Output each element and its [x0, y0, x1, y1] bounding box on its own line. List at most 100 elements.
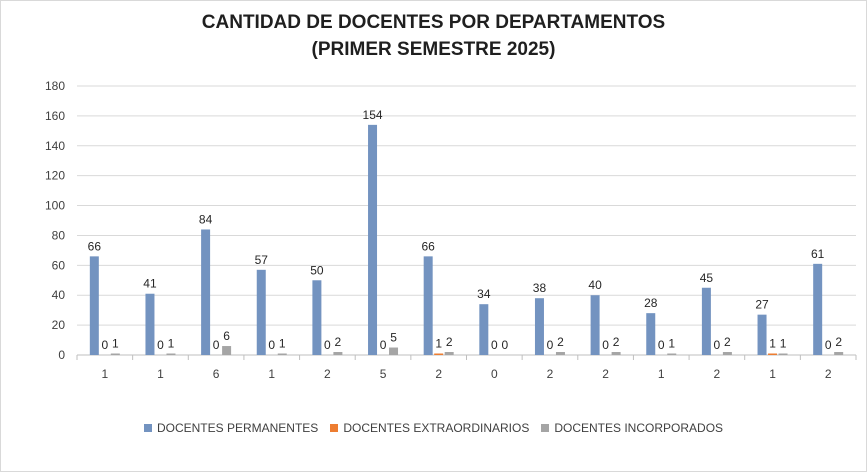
data-label: 2 — [613, 335, 620, 349]
bar — [277, 353, 287, 355]
data-label: 0 — [547, 338, 554, 352]
bar — [722, 352, 732, 355]
bar — [534, 298, 544, 355]
legend-swatch-incorporados — [541, 424, 550, 432]
data-label: 57 — [255, 253, 269, 267]
data-label: 0 — [101, 338, 108, 352]
bar — [201, 229, 211, 355]
data-label: 0 — [380, 338, 387, 352]
data-label: 2 — [446, 335, 453, 349]
data-label: 0 — [501, 338, 508, 352]
x-tick-label: 5 — [380, 367, 387, 381]
bar — [701, 287, 711, 355]
legend-item-extraordinarios: DOCENTES EXTRAORDINARIOS — [330, 421, 529, 435]
bar — [646, 313, 656, 355]
x-tick-label: 0 — [491, 367, 498, 381]
bar — [312, 280, 322, 355]
data-label: 2 — [557, 335, 564, 349]
data-label: 2 — [835, 335, 842, 349]
x-tick-label: 1 — [268, 367, 275, 381]
data-label: 84 — [199, 212, 213, 226]
y-tick-label: 0 — [58, 348, 65, 362]
legend-item-permanentes: DOCENTES PERMANENTES — [143, 421, 319, 435]
bar — [145, 293, 155, 355]
data-label: 41 — [143, 277, 157, 291]
data-label: 0 — [324, 338, 331, 352]
data-label: 0 — [268, 338, 275, 352]
bar — [368, 124, 378, 355]
data-label: 0 — [491, 338, 498, 352]
chart-title: CANTIDAD DE DOCENTES POR DEPARTAMENTOS (… — [1, 9, 866, 63]
bar — [555, 352, 565, 355]
bar — [434, 353, 444, 355]
chart-title-line-2: (PRIMER SEMESTRE 2025) — [311, 39, 556, 60]
x-tick-label: 6 — [213, 367, 220, 381]
data-label: 1 — [769, 337, 776, 351]
data-label: 1 — [435, 337, 442, 351]
data-label: 61 — [811, 247, 825, 261]
y-tick-label: 120 — [45, 169, 65, 183]
x-tick-label: 2 — [324, 367, 331, 381]
y-tick-label: 160 — [45, 109, 65, 123]
data-label: 1 — [279, 337, 286, 351]
data-label: 6 — [223, 329, 230, 343]
bar — [778, 353, 788, 355]
data-label: 66 — [88, 239, 102, 253]
bar — [768, 353, 778, 355]
bar — [667, 353, 677, 355]
data-label: 0 — [658, 338, 665, 352]
legend-label-permanentes: DOCENTES PERMANENTES — [156, 421, 319, 435]
y-tick-label: 180 — [45, 79, 65, 93]
bar — [444, 352, 454, 355]
data-label: 1 — [112, 337, 119, 351]
y-tick-label: 40 — [52, 288, 66, 302]
data-label: 2 — [335, 335, 342, 349]
y-tick-label: 80 — [52, 228, 66, 242]
data-label: 0 — [602, 338, 609, 352]
x-tick-label: 2 — [825, 367, 832, 381]
legend-swatch-extraordinarios — [330, 424, 339, 432]
data-label: 27 — [755, 298, 769, 312]
data-label: 40 — [588, 278, 602, 292]
x-tick-label: 1 — [101, 367, 108, 381]
data-label: 0 — [714, 338, 721, 352]
data-label: 0 — [825, 338, 832, 352]
legend-item-incorporados: DOCENTES INCORPORADOS — [541, 421, 723, 435]
x-tick-label: 1 — [157, 367, 164, 381]
x-tick-label: 1 — [658, 367, 665, 381]
x-tick-label: 2 — [547, 367, 554, 381]
bar — [89, 256, 99, 355]
bar — [166, 353, 176, 355]
x-tick-label: 2 — [714, 367, 721, 381]
y-tick-label: 140 — [45, 139, 65, 153]
data-label: 34 — [477, 287, 491, 301]
data-label: 50 — [310, 263, 324, 277]
bar — [834, 352, 844, 355]
data-label: 0 — [157, 338, 164, 352]
data-label: 0 — [213, 338, 220, 352]
bar — [256, 269, 266, 355]
legend-label-incorporados: DOCENTES INCORPORADOS — [554, 421, 724, 435]
data-label: 66 — [421, 239, 435, 253]
data-label: 28 — [644, 296, 658, 310]
data-label: 1 — [668, 337, 675, 351]
bar — [110, 353, 120, 355]
x-tick-label: 2 — [435, 367, 442, 381]
bar — [590, 295, 600, 355]
y-tick-label: 60 — [52, 258, 66, 272]
x-tick-label: 2 — [602, 367, 609, 381]
bar — [479, 304, 489, 355]
chart-legend: DOCENTES PERMANENTES DOCENTES EXTRAORDIN… — [1, 421, 866, 435]
bar — [611, 352, 621, 355]
bar — [389, 347, 399, 355]
data-label: 45 — [700, 271, 714, 285]
y-tick-label: 100 — [45, 199, 65, 213]
chart-title-line-1: CANTIDAD DE DOCENTES POR DEPARTAMENTOS — [201, 12, 666, 33]
data-label: 1 — [168, 337, 175, 351]
legend-label-extraordinarios: DOCENTES EXTRAORDINARIOS — [343, 421, 530, 435]
y-tick-label: 20 — [52, 318, 66, 332]
data-label: 38 — [533, 281, 547, 295]
bar — [423, 256, 433, 355]
